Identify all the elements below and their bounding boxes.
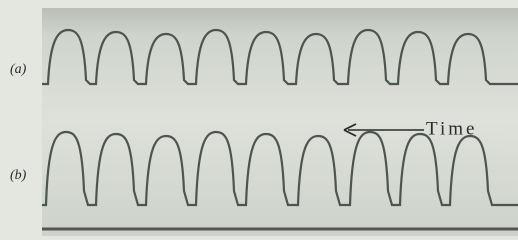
- panel-label: (a): [10, 62, 27, 77]
- panel-label: (b): [10, 168, 27, 183]
- annotation: Time: [426, 118, 477, 139]
- figure: (a) (b) Time: [0, 0, 518, 240]
